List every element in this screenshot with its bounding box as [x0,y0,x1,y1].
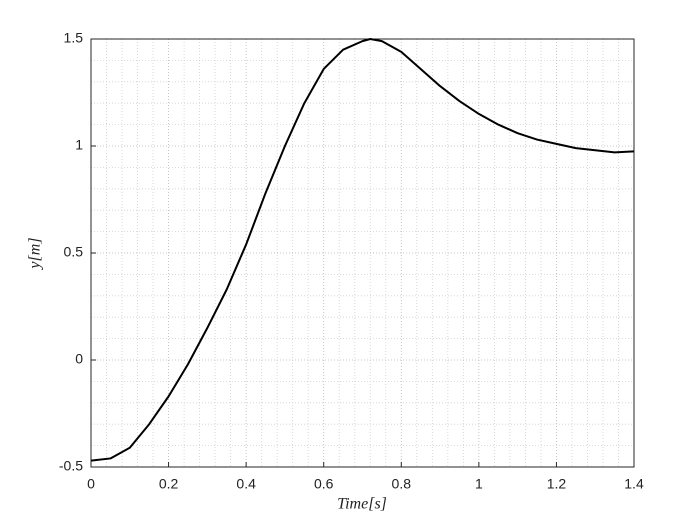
x-tick-label: 0.2 [159,476,179,492]
x-tick-label: 0.8 [392,476,412,492]
x-tick-label: 1.2 [547,476,567,492]
x-tick-label: 0.6 [314,476,334,492]
x-tick-label: 1 [475,476,483,492]
data-line [90,38,635,462]
x-axis-label: Time[s] [337,496,387,513]
y-axis-label: y[m] [27,237,44,270]
x-tick-label: 0.4 [236,476,256,492]
x-tick-label: 0 [87,476,95,492]
plot-frame [90,38,635,468]
y-tick-label: 1.5 [64,30,84,46]
y-tick-label: 0.5 [64,244,84,260]
y-tick-label: 0 [75,351,83,367]
y-tick-label: 1 [75,137,83,153]
y-tick-label: -0.5 [59,458,83,474]
x-tick-label: 1.4 [624,476,644,492]
